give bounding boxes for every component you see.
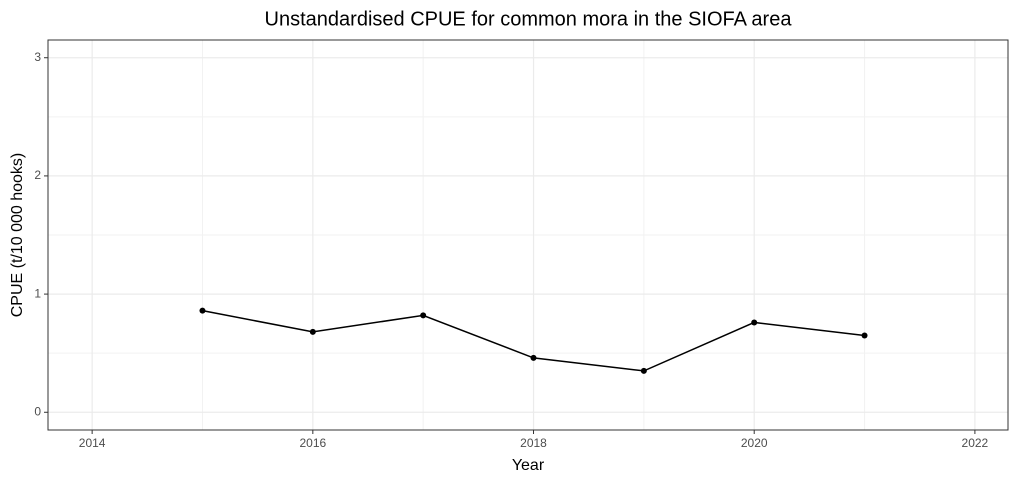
x-tick-label: 2020 xyxy=(741,436,768,450)
data-point xyxy=(199,307,206,314)
plot-border xyxy=(47,39,1009,431)
y-tick-label: 0 xyxy=(34,404,41,418)
x-tick-label: 2014 xyxy=(79,436,106,450)
data-point xyxy=(640,367,647,374)
x-tick-label: 2018 xyxy=(520,436,547,450)
data-point xyxy=(530,354,537,361)
y-tick-label: 1 xyxy=(34,286,41,300)
chart-title: Unstandardised CPUE for common mora in t… xyxy=(265,8,793,30)
x-axis-title: Year xyxy=(512,457,545,474)
data-point xyxy=(751,319,758,326)
data-point xyxy=(309,328,316,335)
y-tick-label: 2 xyxy=(34,168,41,182)
x-tick-label: 2016 xyxy=(299,436,326,450)
y-axis-title: CPUE (t/10 000 hooks) xyxy=(9,153,26,318)
y-tick-label: 3 xyxy=(34,50,41,64)
data-point xyxy=(861,332,868,339)
x-tick-label: 2022 xyxy=(962,436,989,450)
data-point xyxy=(420,312,427,319)
